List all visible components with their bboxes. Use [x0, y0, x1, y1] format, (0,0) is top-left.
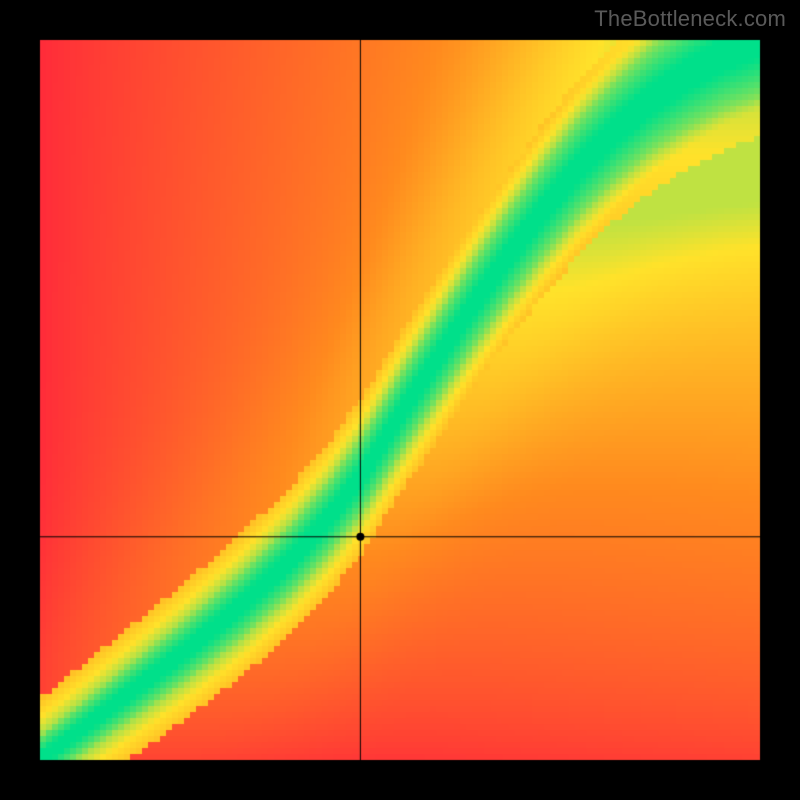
bottleneck-heatmap: [0, 0, 800, 800]
watermark-text: TheBottleneck.com: [594, 6, 786, 32]
